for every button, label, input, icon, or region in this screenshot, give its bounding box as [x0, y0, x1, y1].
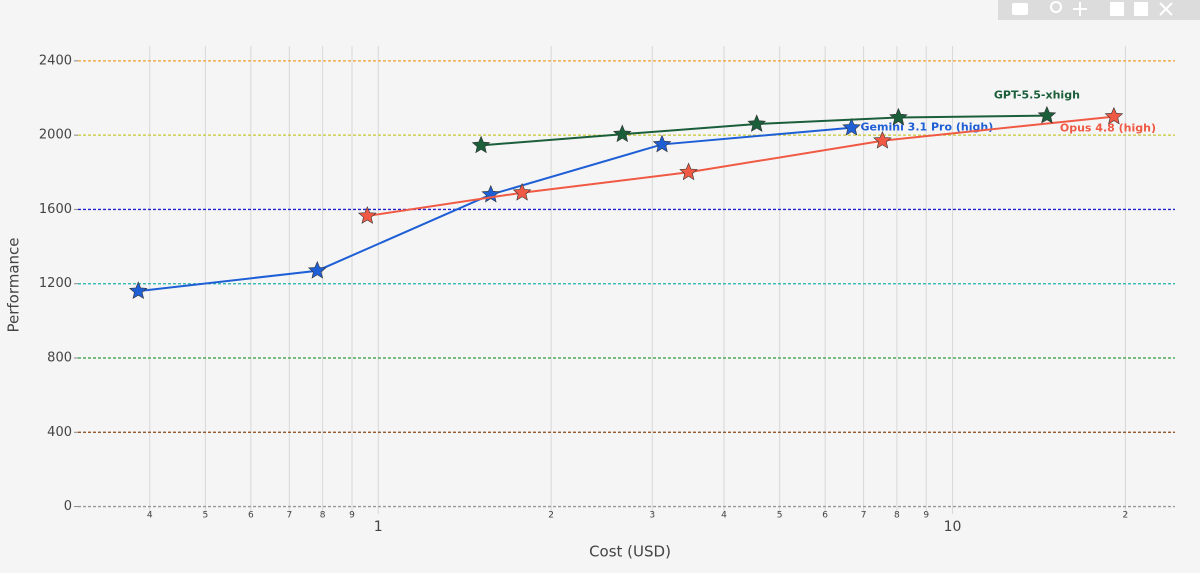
star-marker [612, 124, 632, 143]
modebar [998, 0, 1200, 20]
x-tick-label: 6 [822, 511, 828, 521]
series-label: GPT-5.5-xhigh [994, 89, 1080, 102]
x-tick-label: 4 [147, 511, 153, 521]
y-tick-label: 800 [47, 351, 72, 366]
x-tick-label: 7 [286, 511, 292, 521]
y-tick-label: 1600 [39, 202, 72, 217]
star-marker [679, 162, 698, 181]
autoscale-button[interactable] [1159, 2, 1173, 16]
x-tick-label: 10 [944, 519, 962, 535]
y-tick-label: 2000 [39, 128, 72, 143]
star-marker [873, 130, 892, 149]
x-tick-label: 5 [203, 511, 209, 521]
star-marker [652, 134, 672, 153]
y-tick-label: 400 [47, 425, 72, 440]
x-tick-label: 8 [894, 511, 900, 521]
zoom-out-button[interactable] [1134, 2, 1148, 16]
star-marker [307, 260, 327, 279]
x-tick-label: 3 [649, 511, 655, 521]
y-tick-label: 0 [64, 499, 72, 514]
x-tick-label: 2 [548, 511, 554, 521]
x-tick-label: 6 [248, 511, 254, 521]
star-marker [1104, 106, 1124, 125]
x-tick-label: 9 [923, 511, 929, 521]
star-marker [1037, 105, 1057, 124]
x-tick-label: 9 [349, 511, 355, 521]
x-tick-label: 5 [777, 511, 783, 521]
y-axis-title: Performance [5, 237, 23, 332]
star-marker [471, 135, 491, 154]
x-tick-label: 7 [861, 511, 867, 521]
star-marker [747, 114, 767, 132]
y-tick-label: 2400 [39, 53, 72, 68]
x-tick-label: 8 [320, 511, 326, 521]
pan-button[interactable] [1073, 2, 1087, 16]
modebar-bg [998, 0, 1200, 20]
x-axis-title: Cost (USD) [589, 543, 671, 561]
star-marker [128, 281, 148, 300]
star-marker [512, 182, 532, 201]
x-tick-label: 2 [1123, 511, 1129, 521]
star-marker [842, 117, 861, 136]
star-marker [357, 206, 377, 224]
series-label: Opus 4.8 (high) [1060, 122, 1156, 135]
x-tick-label: 4 [721, 511, 727, 521]
y-tick-label: 1200 [39, 276, 72, 291]
camera-button[interactable] [1012, 3, 1028, 15]
zoom-in-button[interactable] [1110, 2, 1124, 16]
star-marker [889, 107, 908, 126]
grid [78, 46, 1175, 514]
x-tick-label: 1 [374, 519, 383, 535]
zoom-button[interactable] [1050, 1, 1062, 13]
